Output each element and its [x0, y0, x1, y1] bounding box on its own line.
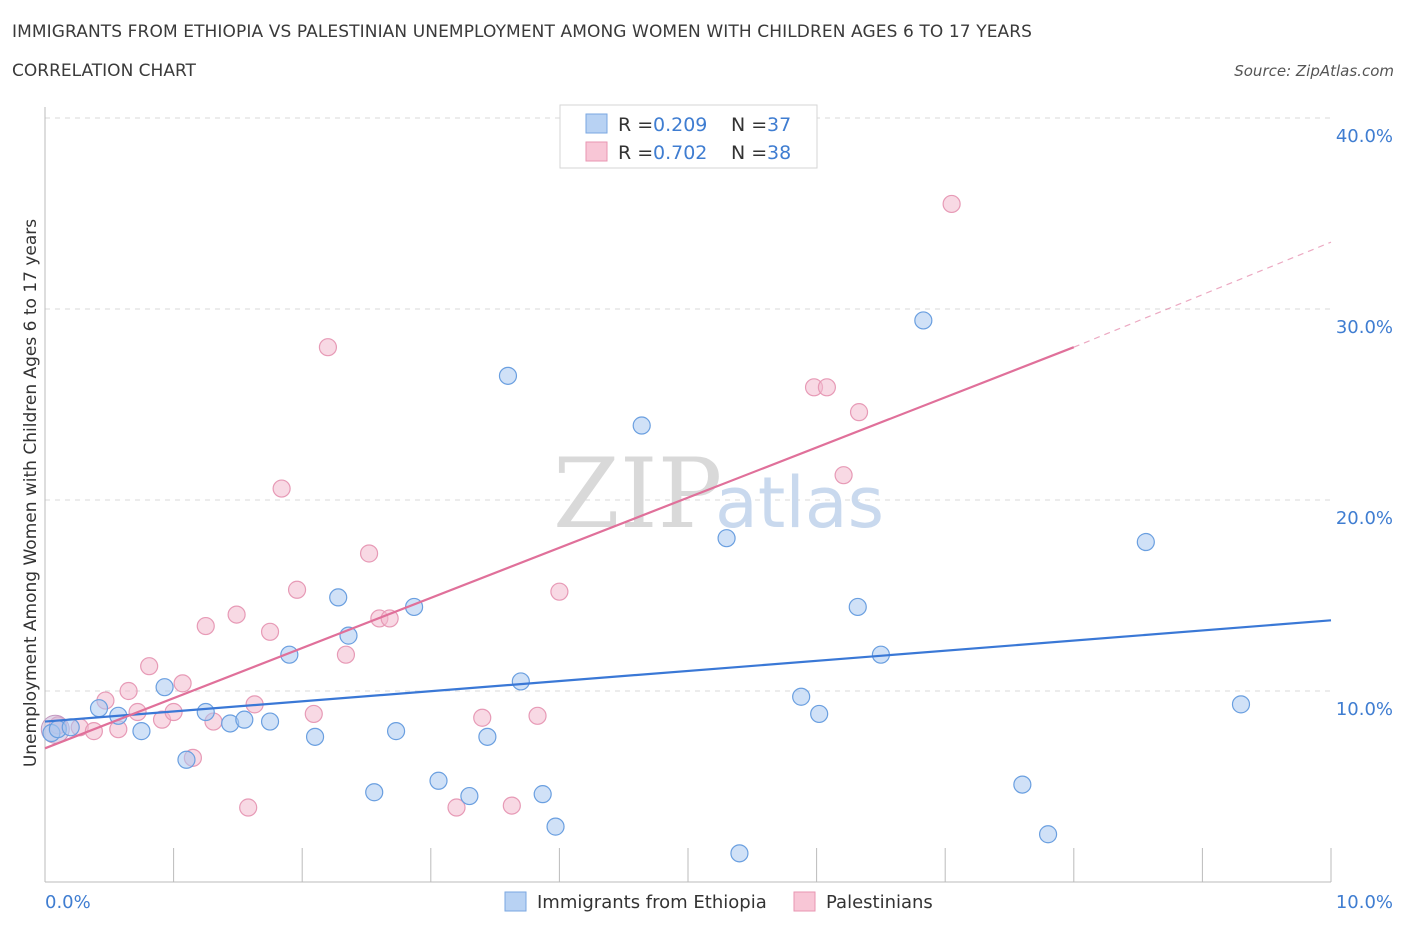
y-tick-labels: 10.0% 20.0% 30.0% 40.0% [1336, 126, 1393, 720]
watermark-atlas: atlas [715, 462, 884, 544]
y-tick-label: 10.0% [1336, 699, 1393, 720]
palestinians-point [817, 378, 836, 397]
legend-n-value-palestinians: 38 [767, 142, 791, 164]
ethiopia-point [546, 817, 565, 836]
ethiopia-point [511, 672, 530, 691]
palestinians-point [119, 681, 138, 701]
palestinians-point [849, 403, 869, 422]
ethiopia-point [810, 704, 829, 724]
palestinians-point [196, 616, 215, 636]
ethiopia-point [498, 366, 518, 385]
ethiopia-point [1038, 825, 1058, 844]
ethiopia-point [61, 718, 80, 737]
palestinians-point [473, 708, 492, 727]
watermark-zip: ZIP [553, 438, 722, 550]
palestinians-point [834, 466, 853, 485]
bottom-legend-label-palestinians: Palestinians [826, 892, 933, 913]
legend-r-value-ethiopia: 0.209 [653, 114, 707, 136]
bottom-legend-swatch-ethiopia [504, 891, 527, 912]
ethiopia-trend-line [44, 619, 1332, 723]
palestinians-point [140, 657, 159, 676]
bottom-legend-swatch-palestinians [793, 891, 816, 912]
palestinians-point [318, 338, 338, 357]
palestinians-point [173, 674, 192, 693]
ethiopia-point [132, 722, 151, 741]
palestinians-point [942, 194, 961, 214]
y-tick-label: 40.0% [1336, 126, 1393, 147]
ethiopia-point [196, 702, 215, 722]
ethiopia-point [914, 311, 933, 330]
series-ethiopia-points [42, 311, 1251, 863]
x-tick-label-max: 10.0% [1336, 892, 1393, 913]
ethiopia-point [329, 588, 348, 607]
palestinians-point [227, 605, 246, 624]
ethiopia-point [365, 783, 384, 802]
ethiopia-point [533, 785, 552, 804]
ethiopia-point [235, 710, 254, 729]
stats-legend: R = 0.209 N = 37 R = 0.702 N = 38 [559, 104, 818, 169]
legend-r-value-palestinians: 0.702 [653, 142, 707, 164]
bottom-legend-label-ethiopia: Immigrants from Ethiopia [537, 892, 767, 913]
ethiopia-point [386, 722, 406, 741]
ethiopia-point [155, 678, 174, 697]
legend-r-label-palestinians: R = [618, 142, 653, 164]
series-legend: Immigrants from Ethiopia Palestinians [504, 891, 933, 913]
legend-swatch-palestinians [585, 141, 608, 162]
ethiopia-point [1013, 775, 1032, 794]
legend-n-label-ethiopia: N = [731, 114, 767, 136]
palestinians-point [502, 796, 521, 815]
grid-lines [45, 117, 1331, 692]
x-tick-label-min: 0.0% [45, 892, 91, 913]
legend-swatch-ethiopia [585, 113, 608, 134]
palestinians-point [550, 582, 569, 601]
ethiopia-point [792, 687, 811, 706]
y-tick-label: 30.0% [1336, 317, 1393, 338]
ethiopia-point [305, 727, 325, 746]
ethiopia-point [848, 597, 867, 617]
palestinians-point [239, 798, 258, 817]
ethiopia-point [730, 844, 749, 863]
ethiopia-point [478, 727, 497, 746]
ethiopia-point [89, 699, 109, 718]
axes [44, 107, 1332, 883]
palestinians-point [336, 645, 356, 664]
ethiopia-point [1231, 695, 1251, 714]
palestinians-trend-line [44, 346, 1075, 750]
ethiopia-point [429, 771, 448, 790]
source-label: Source: ZipAtlas.com [1234, 62, 1394, 80]
palestinians-trend-extension [1073, 241, 1332, 348]
ethiopia-point [177, 750, 196, 769]
palestinians-point [260, 622, 280, 641]
palestinians-point [304, 704, 323, 724]
ethiopia-point [1136, 532, 1155, 552]
chart-title: IMMIGRANTS FROM ETHIOPIA VS PALESTINIAN … [12, 22, 1033, 42]
y-axis-label: Unemployment Among Women with Children A… [21, 219, 41, 767]
chart-subtitle: CORRELATION CHART [12, 61, 196, 81]
legend-n-value-ethiopia: 37 [767, 114, 791, 136]
y-tick-label: 20.0% [1336, 508, 1393, 529]
palestinians-point [287, 580, 307, 599]
legend-r-label-ethiopia: R = [618, 114, 653, 136]
palestinians-point [528, 706, 547, 725]
ethiopia-point [460, 786, 479, 806]
ethiopia-point [717, 529, 736, 548]
palestinians-point [447, 798, 466, 817]
ethiopia-point [260, 712, 280, 731]
trend-lines [44, 241, 1332, 750]
palestinians-point [359, 544, 379, 563]
ethiopia-point [632, 416, 651, 435]
legend-n-label-palestinians: N = [731, 142, 767, 164]
palestinians-point [272, 479, 291, 498]
